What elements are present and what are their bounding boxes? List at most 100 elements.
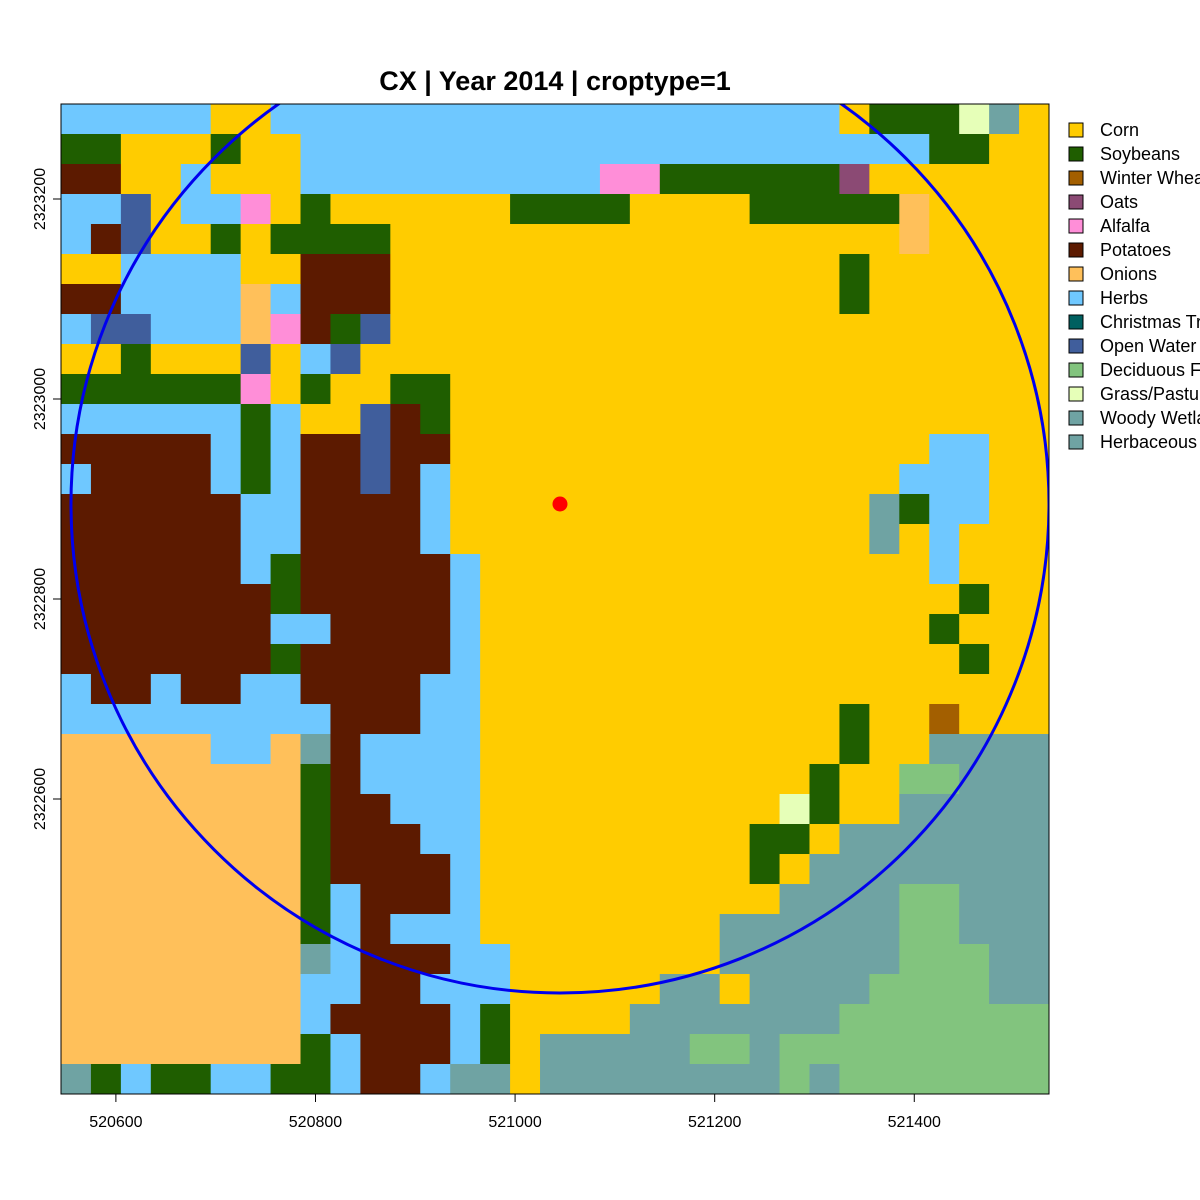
raster-cell (839, 824, 1049, 855)
raster-cell (959, 764, 1049, 795)
raster-cell (90, 674, 152, 705)
raster-cell (869, 164, 1049, 195)
x-tick-label: 521200 (688, 1114, 741, 1131)
raster-cell (240, 404, 272, 435)
raster-cell (1019, 104, 1049, 135)
legend-swatch (1068, 410, 1084, 426)
raster-cell (360, 404, 391, 435)
raster-cell (839, 764, 900, 795)
raster-cell (300, 404, 361, 435)
raster-cell (510, 194, 631, 225)
raster-cell (839, 104, 870, 135)
raster-cell (510, 1004, 631, 1035)
raster-cell (450, 854, 481, 885)
raster-cell (929, 194, 1049, 225)
raster-cell (450, 584, 481, 615)
raster-cell (839, 254, 870, 285)
buffer-circle (69, 104, 1049, 995)
raster-cell (300, 644, 451, 675)
raster-cell (450, 1094, 690, 1125)
raster-cell (989, 104, 1020, 135)
y-tick-label: 2322800 (32, 568, 49, 630)
raster-cell (61, 254, 122, 285)
raster-cell (300, 734, 332, 765)
legend-swatch (1068, 194, 1084, 210)
raster-cell (360, 974, 421, 1005)
raster-cell (450, 554, 481, 585)
raster-cell (210, 464, 242, 495)
chart-title: CX | Year 2014 | croptype=1 (379, 66, 731, 96)
raster-cell (120, 164, 182, 195)
raster-cell (61, 524, 242, 555)
raster-cell (839, 704, 870, 735)
raster-cell (989, 974, 1049, 1005)
raster-cell (240, 284, 272, 315)
raster-cell (899, 944, 990, 975)
y-tick-label: 2322600 (32, 768, 49, 830)
raster-cell (360, 314, 391, 345)
raster-cell (869, 494, 900, 525)
raster-cell (240, 344, 272, 375)
raster-cell (450, 884, 481, 915)
raster-cell (210, 434, 242, 465)
raster-cell (809, 764, 841, 795)
raster-cell (240, 134, 302, 165)
land-cover-raster (61, 104, 1049, 1125)
raster-cell (360, 434, 391, 465)
raster-cell (420, 824, 481, 855)
raster-cell (659, 164, 841, 195)
legend-swatch (1068, 434, 1084, 450)
raster-cell (360, 884, 451, 915)
raster-cell (420, 704, 481, 735)
raster-cell (869, 974, 990, 1005)
legend-swatch (1068, 218, 1084, 234)
raster-cell (270, 434, 302, 465)
raster-cell (270, 464, 302, 495)
raster-cell (150, 224, 212, 255)
overlay-layer (69, 104, 1049, 995)
raster-cell (360, 1034, 451, 1065)
raster-cell (150, 344, 242, 375)
legend-swatch (1068, 122, 1084, 138)
raster-cell (869, 284, 1049, 315)
raster-cell (61, 404, 242, 435)
raster-cell (450, 1004, 481, 1035)
raster-cell (899, 464, 990, 495)
raster-cell (959, 584, 990, 615)
raster-cell (899, 794, 1049, 825)
raster-cell (330, 764, 361, 795)
raster-cell (61, 794, 302, 825)
raster-cell (300, 374, 332, 405)
raster-cell (420, 404, 451, 435)
raster-cell (300, 884, 332, 915)
y-tick-label: 2323000 (32, 368, 49, 430)
raster-cell (480, 854, 751, 885)
raster-cell (450, 434, 930, 465)
raster-cell (300, 824, 332, 855)
legend-label: Onions (1100, 264, 1157, 284)
raster-cell (390, 794, 481, 825)
y-tick-label: 2323200 (32, 168, 49, 230)
raster-cell (899, 524, 930, 555)
raster-cell (779, 884, 900, 915)
raster-cell (899, 914, 960, 945)
raster-cell (899, 494, 930, 525)
legend-label: Oats (1100, 192, 1138, 212)
raster-cell (270, 314, 302, 345)
raster-cell (450, 1034, 481, 1065)
raster-cell (180, 674, 242, 705)
x-tick-label: 520600 (89, 1114, 142, 1131)
raster-cell (929, 524, 960, 555)
raster-cell (61, 494, 242, 525)
raster-cell (61, 224, 92, 255)
raster-cell (61, 854, 302, 885)
raster-cell (390, 1094, 450, 1125)
raster-cell (240, 224, 272, 255)
raster-cell (210, 1064, 272, 1094)
raster-cell (61, 464, 92, 495)
raster-cell (779, 794, 811, 825)
raster-cell (390, 464, 421, 495)
raster-cell (450, 374, 1049, 405)
raster-cell (959, 554, 1049, 585)
raster-cell (629, 1004, 841, 1035)
